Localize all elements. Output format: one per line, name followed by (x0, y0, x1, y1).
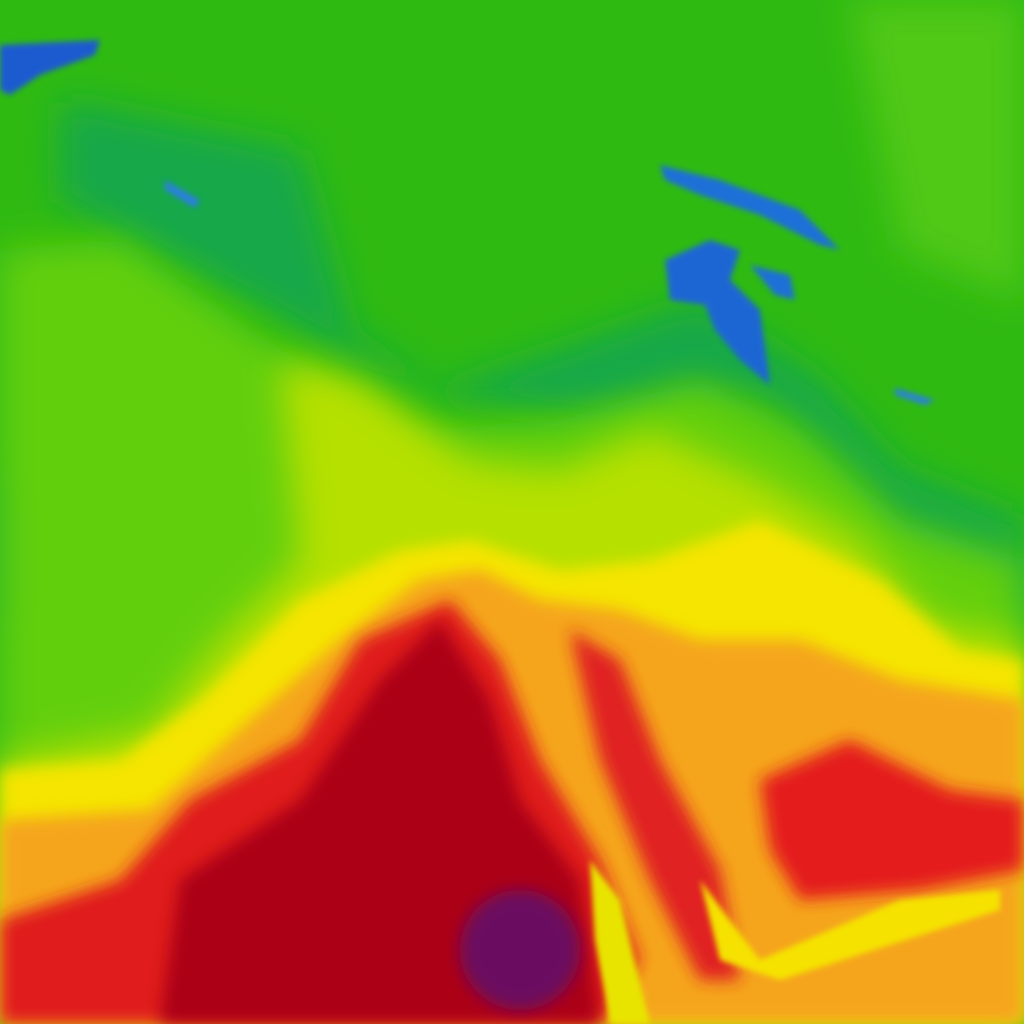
purple-zones (460, 890, 580, 1010)
yellow-streak (590, 860, 1000, 1024)
blue-zones (0, 40, 935, 405)
